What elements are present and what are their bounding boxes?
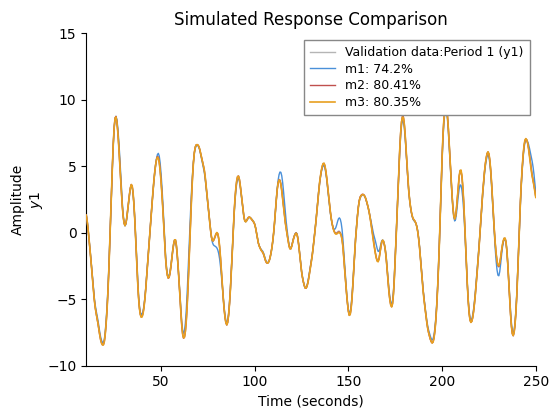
m3: 80.35%: (202, 9.48): 80.35%: (202, 9.48): [442, 104, 449, 109]
Line: Validation data:Period 1 (y1): Validation data:Period 1 (y1): [86, 107, 536, 345]
Title: Simulated Response Comparison: Simulated Response Comparison: [174, 11, 448, 29]
Validation data:Period 1 (y1): [99, 342, 106, 347]
Y-axis label: Amplitude
$y1$: Amplitude $y1$: [11, 164, 44, 235]
m3: 80.35%: (10, 1.32): 80.35%: (10, 1.32): [83, 213, 90, 218]
m3: 80.35%: (18.7, -8.45): 80.35%: (18.7, -8.45): [99, 342, 106, 347]
Validation data:Period 1 (y1): [524, 137, 530, 142]
m2: 80.41%: (126, -3.7): 80.41%: (126, -3.7): [300, 279, 307, 284]
Validation data:Period 1 (y1): [351, 250, 358, 255]
m2: 80.41%: (140, 1.56): 80.41%: (140, 1.56): [327, 210, 334, 215]
m3: 80.35%: (208, 1.85): 80.35%: (208, 1.85): [453, 206, 460, 211]
m1: 74.2%: (208, 1.45): 74.2%: (208, 1.45): [453, 211, 460, 216]
m2: 80.41%: (250, 2.69): 80.41%: (250, 2.69): [533, 194, 539, 200]
m1: 74.2%: (19.1, -8.27): 74.2%: (19.1, -8.27): [100, 340, 107, 345]
Legend: Validation data:Period 1 (y1), m1: 74.2%, m2: 80.41%, m3: 80.35%: Validation data:Period 1 (y1), m1: 74.2%…: [304, 40, 530, 116]
m1: 74.2%: (153, -1.42): 74.2%: (153, -1.42): [351, 249, 358, 254]
m2: 80.41%: (202, 9.49): 80.41%: (202, 9.49): [442, 104, 449, 109]
m2: 80.41%: (124, -2.32): 80.41%: (124, -2.32): [297, 261, 304, 266]
m1: 74.2%: (245, 6.97): 74.2%: (245, 6.97): [524, 138, 530, 143]
m2: 80.41%: (245, 6.98): 80.41%: (245, 6.98): [524, 137, 530, 142]
Line: m3: 80.35%: m3: 80.35%: [86, 107, 536, 345]
m1: 74.2%: (126, -3.68): 74.2%: (126, -3.68): [300, 279, 307, 284]
Validation data:Period 1 (y1): [83, 213, 90, 218]
m2: 80.41%: (19.1, -8.43): 80.41%: (19.1, -8.43): [100, 342, 107, 347]
Line: m1: 74.2%: m1: 74.2%: [86, 110, 536, 343]
m1: 74.2%: (124, -2.31): 74.2%: (124, -2.31): [297, 261, 304, 266]
m2: 80.41%: (10, 1.34): 80.41%: (10, 1.34): [83, 213, 90, 218]
m3: 80.35%: (153, -1.5): 80.35%: (153, -1.5): [351, 250, 358, 255]
Validation data:Period 1 (y1): [300, 279, 307, 284]
Validation data:Period 1 (y1): [533, 194, 539, 200]
m2: 80.41%: (153, -1.51): 80.41%: (153, -1.51): [351, 250, 358, 255]
Validation data:Period 1 (y1): [453, 206, 460, 211]
m3: 80.35%: (124, -2.33): 80.35%: (124, -2.33): [297, 261, 304, 266]
Line: m2: 80.41%: m2: 80.41%: [86, 107, 536, 345]
m1: 74.2%: (202, 9.2): 74.2%: (202, 9.2): [442, 108, 449, 113]
m1: 74.2%: (250, 3.05): 74.2%: (250, 3.05): [533, 190, 539, 195]
Validation data:Period 1 (y1): [297, 261, 304, 266]
m1: 74.2%: (140, 1.48): 74.2%: (140, 1.48): [327, 210, 334, 215]
X-axis label: Time (seconds): Time (seconds): [258, 395, 364, 409]
m3: 80.35%: (250, 2.66): 80.35%: (250, 2.66): [533, 195, 539, 200]
Validation data:Period 1 (y1): [327, 210, 334, 215]
m1: 74.2%: (10, 1.35): 74.2%: (10, 1.35): [83, 212, 90, 217]
m3: 80.35%: (126, -3.69): 80.35%: (126, -3.69): [300, 279, 307, 284]
Validation data:Period 1 (y1): [442, 104, 449, 109]
m3: 80.35%: (140, 1.57): 80.35%: (140, 1.57): [327, 210, 334, 215]
m3: 80.35%: (245, 6.99): 80.35%: (245, 6.99): [524, 137, 530, 142]
m2: 80.41%: (208, 1.82): 80.41%: (208, 1.82): [453, 206, 460, 211]
